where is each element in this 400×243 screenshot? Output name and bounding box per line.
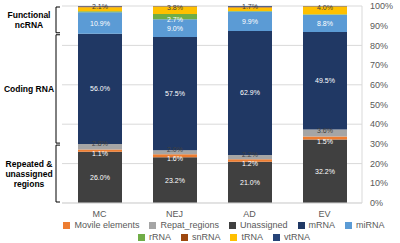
svg-text:50%: 50% <box>370 100 388 110</box>
svg-text:2.8%: 2.8% <box>92 140 108 147</box>
svg-text:23.2%: 23.2% <box>165 177 185 184</box>
svg-text:62.9%: 62.9% <box>240 89 260 96</box>
svg-text:10%: 10% <box>370 178 388 188</box>
svg-text:0%: 0% <box>370 198 383 208</box>
html-text:snRNA: snRNA <box>192 232 221 242</box>
svg-text:26.0%: 26.0% <box>90 174 110 181</box>
svg-text:20%: 20% <box>370 159 388 169</box>
html-text:Movile elements: Movile elements <box>74 220 140 230</box>
svg-text:Coding RNA: Coding RNA <box>8 84 54 94</box>
svg-text:9.0%: 9.0% <box>167 25 183 32</box>
svg-text:10.9%: 10.9% <box>90 20 110 27</box>
svg-text:40%: 40% <box>370 119 388 129</box>
html-text:mRNA: mRNA <box>308 220 335 230</box>
svg-text:1.2%: 1.2% <box>242 160 258 167</box>
html-text:vtRNA: vtRNA <box>284 232 310 242</box>
svg-text:1.1%: 1.1% <box>92 150 108 157</box>
svg-text:8.8%: 8.8% <box>317 20 333 27</box>
html-text:Unassigned: Unassigned <box>240 220 288 230</box>
svg-text:2.2%: 2.2% <box>242 151 258 158</box>
svg-text:2.7%: 2.7% <box>167 16 183 23</box>
svg-text:9.9%: 9.9% <box>242 18 258 25</box>
html-text:miRNA: miRNA <box>356 220 385 230</box>
svg-text:80%: 80% <box>370 41 388 51</box>
svg-text:2.0%: 2.0% <box>167 146 183 153</box>
svg-text:32.2%: 32.2% <box>315 168 335 175</box>
html-text:Repat_regions: Repat_regions <box>160 220 219 230</box>
svg-text:30%: 30% <box>370 139 388 149</box>
svg-text:60%: 60% <box>370 80 388 90</box>
html-text:rRNA: rRNA <box>149 232 171 242</box>
svg-text:4.0%: 4.0% <box>317 4 333 11</box>
svg-text:57.5%: 57.5% <box>165 90 185 97</box>
svg-text:3.8%: 3.8% <box>167 4 183 11</box>
svg-text:1.6%: 1.6% <box>167 155 183 162</box>
svg-text:1.5%: 1.5% <box>317 138 333 145</box>
svg-text:FunctionalncRNA: FunctionalncRNA <box>8 10 50 30</box>
svg-text:NEJ: NEJ <box>166 209 183 219</box>
svg-text:21.0%: 21.0% <box>240 179 260 186</box>
svg-text:90%: 90% <box>370 21 388 31</box>
svg-text:EV: EV <box>318 209 330 219</box>
svg-text:3.6%: 3.6% <box>317 127 333 134</box>
svg-text:56.0%: 56.0% <box>90 85 110 92</box>
svg-text:MC: MC <box>93 209 107 219</box>
svg-text:AD: AD <box>243 209 256 219</box>
svg-text:Repeated &unassignedregions: Repeated &unassignedregions <box>8 159 53 189</box>
svg-text:100%: 100% <box>370 1 392 11</box>
svg-text:2.1%: 2.1% <box>92 3 108 10</box>
svg-text:70%: 70% <box>370 60 388 70</box>
html-text:tRNA: tRNA <box>241 232 263 242</box>
svg-text:49.5%: 49.5% <box>315 77 335 84</box>
svg-text:1.7%: 1.7% <box>242 3 258 10</box>
